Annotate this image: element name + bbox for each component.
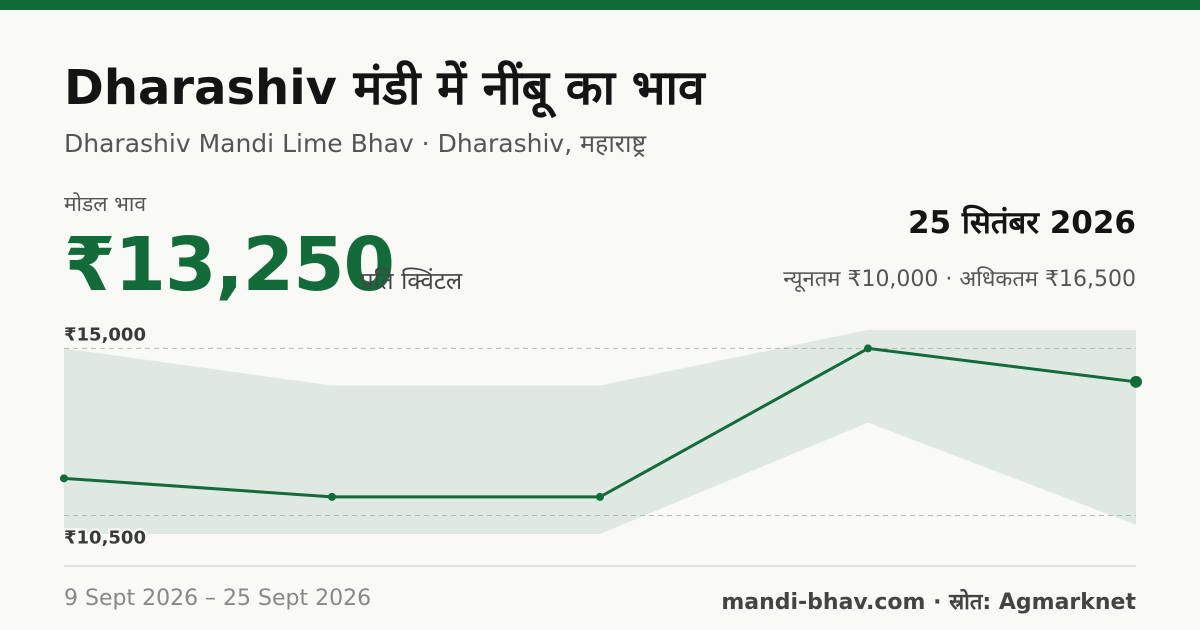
page-subtitle: Dharashiv Mandi Lime Bhav · Dharashiv, म… xyxy=(64,129,647,158)
data-point xyxy=(328,492,336,501)
footer-divider xyxy=(64,565,1136,567)
page-title: Dharashiv मंडी में नींबू का भाव xyxy=(64,60,705,116)
data-point xyxy=(864,344,872,353)
price-unit: प्रति क्विंटल xyxy=(360,267,463,295)
price-range: न्यूनतम ₹10,000 · अधिकतम ₹16,500 xyxy=(783,267,1136,292)
data-point xyxy=(596,492,604,501)
modal-price-label: मोडल भाव xyxy=(64,192,147,216)
footer-date-range: 9 Sept 2026 – 25 Sept 2026 xyxy=(64,586,372,611)
data-point xyxy=(60,474,68,483)
footer-source: mandi-bhav.com · स्रोत: Agmarknet xyxy=(721,590,1136,615)
y-tick-label: ₹10,500 xyxy=(64,527,146,548)
price-chart: ₹15,000 ₹10,500 xyxy=(60,322,1142,550)
price-date: 25 सितंबर 2026 xyxy=(907,205,1136,241)
data-point xyxy=(1130,375,1142,388)
top-accent-bar xyxy=(0,0,1200,10)
price-range-band xyxy=(64,329,1136,534)
modal-price-value: ₹13,250 xyxy=(64,222,395,308)
y-tick-label: ₹15,000 xyxy=(64,324,146,345)
